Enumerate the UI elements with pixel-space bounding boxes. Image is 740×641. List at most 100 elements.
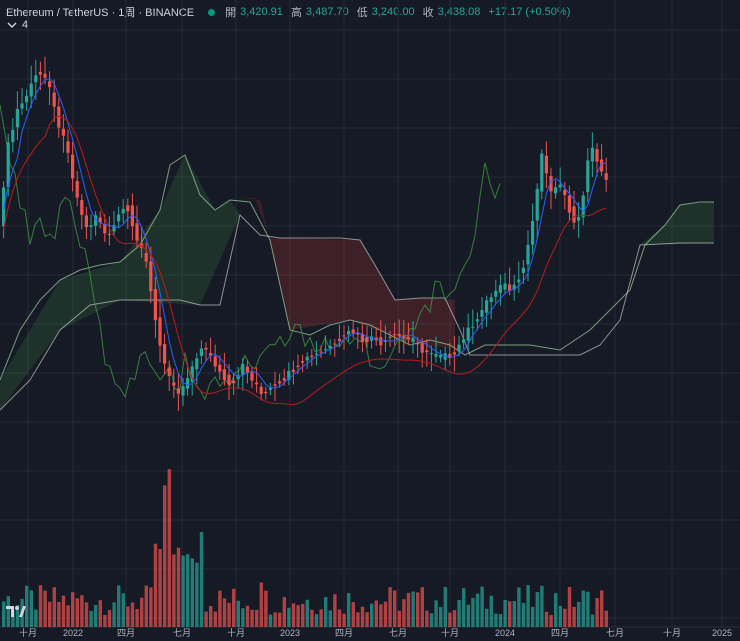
change-value: +17.17 (+0.50%) bbox=[488, 6, 571, 18]
candle-body bbox=[324, 349, 328, 351]
volume-bar bbox=[526, 585, 530, 627]
volume-bar bbox=[38, 585, 43, 627]
volume-bar bbox=[370, 603, 374, 627]
indicator-count: 4 bbox=[22, 19, 29, 31]
volume-bar bbox=[112, 602, 116, 627]
volume-bar bbox=[310, 609, 314, 627]
candle-body bbox=[172, 382, 176, 386]
volume-bar bbox=[57, 601, 61, 627]
volume-bar bbox=[337, 609, 342, 627]
volume-bar bbox=[333, 594, 337, 627]
low-label: 低 bbox=[356, 7, 368, 19]
volume-bar bbox=[347, 592, 351, 627]
candle-body bbox=[167, 367, 171, 377]
volume-bar bbox=[429, 613, 434, 627]
volume-bar bbox=[319, 609, 323, 627]
volume-bar bbox=[489, 595, 493, 627]
volume-bar bbox=[153, 543, 158, 627]
volume-bar bbox=[15, 605, 20, 627]
candle-body bbox=[20, 103, 24, 109]
candle-body bbox=[462, 339, 466, 343]
candle-body bbox=[61, 128, 65, 136]
volume-bar bbox=[268, 614, 273, 627]
candle-body bbox=[163, 344, 167, 364]
symbol-title[interactable]: Ethereum / TetherUS · 1周 · BINANCE bbox=[6, 7, 195, 19]
volume-bar bbox=[471, 597, 475, 627]
volume-bar bbox=[66, 605, 70, 627]
high-value: 3,487.70 bbox=[305, 6, 349, 18]
candle-body bbox=[278, 381, 282, 384]
volume-bar bbox=[117, 585, 121, 627]
volume-bar bbox=[443, 587, 447, 627]
volume-bar bbox=[577, 602, 581, 627]
candle-body bbox=[347, 331, 351, 335]
candle-body bbox=[89, 225, 93, 227]
volume-bar bbox=[135, 608, 139, 627]
candle-body bbox=[176, 388, 180, 394]
volume-bar bbox=[71, 592, 75, 627]
volume-bar bbox=[167, 469, 171, 627]
candle-body bbox=[48, 81, 52, 88]
candle-body bbox=[448, 353, 452, 358]
volume-bar bbox=[452, 610, 457, 627]
candle-body bbox=[287, 371, 291, 380]
candle-body bbox=[577, 216, 581, 221]
candle-body bbox=[232, 380, 236, 384]
candle-body bbox=[494, 290, 498, 297]
close-label: 收 bbox=[422, 7, 434, 19]
volume-bar bbox=[107, 610, 112, 627]
candle-body bbox=[75, 180, 79, 198]
x-axis-tick-label: 七月 bbox=[389, 628, 407, 638]
candle-body bbox=[213, 356, 217, 367]
candle-body bbox=[291, 369, 295, 372]
candle-body bbox=[351, 329, 355, 334]
volume-bar bbox=[485, 608, 489, 627]
conversion-line bbox=[3, 77, 607, 389]
candle-body bbox=[402, 334, 406, 339]
chevron-down-icon[interactable] bbox=[6, 19, 18, 31]
candle-body bbox=[581, 195, 585, 218]
candle-body bbox=[38, 71, 42, 75]
volume-bar bbox=[98, 600, 102, 627]
volume-bar bbox=[540, 585, 544, 627]
volume-bar bbox=[480, 586, 484, 627]
candle-body bbox=[264, 391, 268, 394]
volume-bar bbox=[397, 610, 401, 627]
volume-bar bbox=[517, 587, 521, 627]
candle-body bbox=[554, 187, 558, 194]
candle-body bbox=[558, 184, 562, 188]
volume-bar bbox=[48, 601, 52, 627]
candle-body bbox=[600, 159, 604, 172]
candle-body bbox=[452, 352, 456, 355]
candle-body bbox=[370, 336, 374, 341]
volume-bar bbox=[383, 601, 388, 627]
volume-bar bbox=[195, 562, 199, 627]
candle-body bbox=[144, 253, 148, 262]
volume-bar bbox=[379, 604, 383, 627]
candle-body bbox=[222, 369, 226, 380]
candle-body bbox=[181, 386, 185, 396]
candle-body bbox=[434, 353, 438, 357]
candle-body bbox=[305, 356, 309, 361]
candle-body bbox=[301, 361, 305, 363]
candle-body bbox=[209, 353, 213, 356]
volume-bar bbox=[544, 611, 549, 627]
candle-body bbox=[420, 343, 424, 353]
candle-body bbox=[195, 358, 199, 370]
volume-bar bbox=[374, 600, 378, 627]
x-axis-tick-label: 十月 bbox=[227, 627, 245, 638]
candle-body bbox=[540, 153, 544, 192]
candle-body bbox=[153, 289, 157, 321]
volume-bar bbox=[84, 602, 89, 627]
volume-bar bbox=[213, 611, 217, 627]
volume-bar bbox=[291, 603, 296, 627]
volume-bar bbox=[296, 605, 300, 627]
volume-bar bbox=[282, 597, 286, 627]
candle-body bbox=[121, 208, 125, 214]
x-axis-tick-label: 十月 bbox=[19, 627, 37, 638]
candle-body bbox=[135, 223, 139, 241]
volume-bar bbox=[29, 590, 33, 627]
volume-bar bbox=[439, 607, 443, 627]
indicator-toggle[interactable]: 4 bbox=[6, 19, 28, 31]
